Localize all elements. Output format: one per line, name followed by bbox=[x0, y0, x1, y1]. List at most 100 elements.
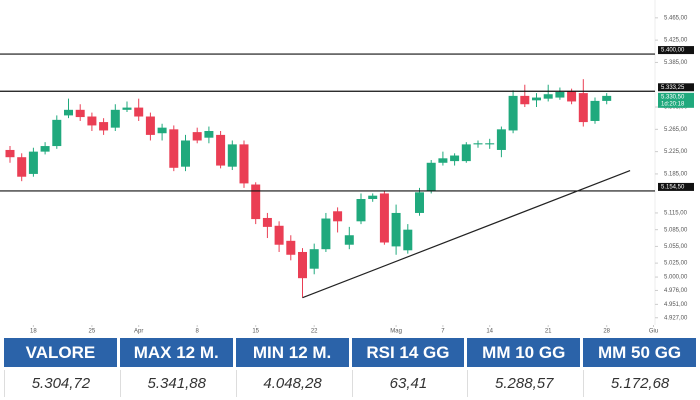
candle-body bbox=[496, 129, 506, 150]
candle-body bbox=[239, 144, 249, 184]
candle-body bbox=[110, 109, 120, 128]
candle-body bbox=[578, 93, 588, 123]
stats-table: VALORE MAX 12 M. MIN 12 M. RSI 14 GG MM 10 G… bbox=[4, 338, 696, 397]
candle-body bbox=[333, 211, 343, 222]
value-cell: 5.172,68 bbox=[583, 370, 696, 397]
x-tick-label: 28 bbox=[603, 329, 610, 335]
candle-body bbox=[356, 199, 366, 222]
x-tick-label: 8 bbox=[196, 329, 200, 335]
y-tick-label: 4.976,00 bbox=[664, 288, 688, 294]
candle-body bbox=[415, 192, 424, 213]
candle-body bbox=[532, 97, 541, 101]
y-tick-label: 5.025,00 bbox=[664, 261, 688, 267]
candle-body bbox=[40, 146, 50, 152]
candle-body bbox=[450, 155, 460, 162]
level-label-box bbox=[658, 83, 694, 92]
candle-body bbox=[181, 140, 190, 167]
candle-body bbox=[403, 229, 413, 251]
y-tick-label: 5.425,00 bbox=[664, 38, 688, 44]
candle-body bbox=[64, 109, 73, 116]
candle-body bbox=[567, 91, 577, 102]
candle-body bbox=[555, 91, 565, 98]
candle-body bbox=[309, 249, 319, 269]
x-tick-label: 15 bbox=[252, 329, 259, 335]
candle-body bbox=[379, 193, 389, 243]
value-cell: 4.048,28 bbox=[235, 370, 349, 397]
x-tick-label: 25 bbox=[89, 329, 96, 335]
candle-body bbox=[204, 131, 214, 138]
candle-body bbox=[508, 95, 518, 131]
header-cell: RSI 14 GG bbox=[351, 338, 465, 367]
candle-body bbox=[262, 217, 272, 227]
x-tick-label: Giu bbox=[649, 329, 658, 335]
level-label: 5.154,50 bbox=[661, 185, 685, 191]
value-cell: 5.304,72 bbox=[4, 370, 117, 397]
chart: 5.465,005.425,005.385,005.305,005.265,00… bbox=[0, 0, 694, 335]
x-tick-label: Apr bbox=[134, 329, 143, 335]
candle-body bbox=[192, 132, 202, 141]
y-tick-label: 5.265,00 bbox=[664, 127, 688, 133]
y-tick-label: 5.225,00 bbox=[664, 149, 688, 155]
value-cell: 5.341,88 bbox=[119, 370, 233, 397]
x-tick-label: 18 bbox=[30, 329, 37, 335]
level-label: 5.400,00 bbox=[661, 48, 685, 54]
value-cell: 63,41 bbox=[351, 370, 465, 397]
y-tick-label: 5.055,00 bbox=[664, 244, 688, 250]
level-label: 5.333,25 bbox=[661, 85, 685, 91]
candle-body bbox=[391, 212, 401, 247]
candle-body bbox=[368, 195, 378, 200]
y-tick-label: 5.000,00 bbox=[664, 275, 688, 281]
candle-body bbox=[286, 240, 296, 255]
candle-body bbox=[5, 149, 15, 158]
y-tick-label: 5.385,00 bbox=[664, 60, 688, 66]
header-cell: MAX 12 M. bbox=[119, 338, 233, 367]
candle-body bbox=[461, 144, 471, 162]
candle-body bbox=[321, 218, 331, 250]
candle-body bbox=[438, 158, 448, 163]
candle-body bbox=[344, 235, 354, 245]
candle-body bbox=[602, 95, 612, 101]
y-tick-label: 5.465,00 bbox=[664, 15, 688, 21]
y-tick-label: 4.951,00 bbox=[664, 302, 688, 308]
candle-body bbox=[251, 184, 261, 220]
candle-body bbox=[134, 107, 144, 117]
candle-body bbox=[169, 129, 179, 168]
header-cell: VALORE bbox=[4, 338, 117, 367]
value-cell: 5.288,57 bbox=[467, 370, 580, 397]
last-price-box bbox=[658, 92, 694, 108]
candle-body bbox=[122, 107, 132, 110]
candle-body bbox=[227, 144, 237, 167]
candle-body bbox=[52, 119, 62, 147]
last-price-label: 5.330,50 bbox=[661, 94, 685, 100]
header-cell: MIN 12 M. bbox=[235, 338, 349, 367]
candle-body bbox=[274, 225, 284, 245]
candle-body bbox=[17, 157, 27, 177]
candle-body bbox=[473, 143, 483, 145]
countdown-label: 1d:20:18 bbox=[661, 101, 685, 107]
candle-body bbox=[520, 95, 530, 105]
candle-body bbox=[99, 122, 109, 131]
candle-body bbox=[28, 151, 38, 174]
candle-body bbox=[87, 116, 97, 126]
y-tick-label: 5.115,00 bbox=[664, 211, 688, 217]
candle-body bbox=[216, 134, 226, 166]
trendline bbox=[302, 170, 631, 299]
candle-body bbox=[145, 116, 155, 135]
candle-body bbox=[75, 109, 85, 118]
candle-body bbox=[590, 100, 600, 121]
x-tick-label: 14 bbox=[486, 329, 493, 335]
header-cell: MM 10 GG bbox=[467, 338, 581, 367]
y-tick-label: 5.185,00 bbox=[664, 172, 688, 178]
candle-body bbox=[485, 143, 495, 145]
y-tick-label: 5.085,00 bbox=[664, 227, 688, 233]
level-label-box bbox=[658, 182, 694, 191]
x-tick-label: 7 bbox=[441, 329, 445, 335]
header-cell: MM 50 GG bbox=[583, 338, 696, 367]
candle-body bbox=[157, 127, 167, 134]
y-tick-label: 4.927,00 bbox=[664, 315, 688, 321]
level-label-box bbox=[658, 46, 694, 55]
x-tick-label: 22 bbox=[311, 329, 318, 335]
candle-body bbox=[298, 251, 307, 279]
x-tick-label: Mag bbox=[390, 329, 402, 335]
x-tick-label: 21 bbox=[545, 329, 552, 335]
